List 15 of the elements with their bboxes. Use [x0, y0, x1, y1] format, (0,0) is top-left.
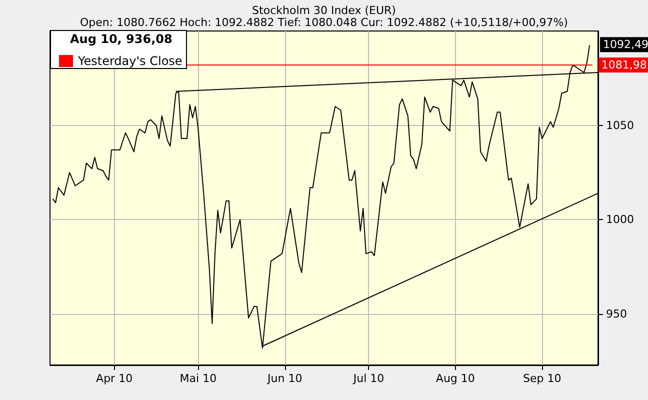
legend-label: Yesterday's Close — [77, 54, 182, 68]
x-tick-label: Jun 10 — [266, 372, 302, 385]
chart-title: Stockholm 30 Index (EUR) — [252, 4, 396, 17]
data-label: 1081,98 — [601, 58, 647, 72]
chart-subtitle: Open: 1080.7662 Hoch: 1092.4882 Tief: 1080.048 Cur: 1092.4882 (+10,5118/+00,97%) — [80, 16, 568, 29]
x-tick-label: Sep 10 — [522, 372, 562, 385]
x-tick-label: Aug 10 — [436, 372, 475, 385]
annotation: 1092,49 — [603, 38, 648, 52]
x-tick-label: Jul 10 — [352, 372, 384, 385]
y-tick-label: 950 — [606, 308, 627, 321]
x-tick-label: Apr 10 — [96, 372, 133, 385]
x-tick-label: Mai 10 — [180, 372, 217, 385]
y-tick-label: 1000 — [606, 213, 634, 226]
annotation: Aug 10, 936,08 — [70, 32, 172, 46]
y-tick-label: 1050 — [606, 118, 634, 132]
